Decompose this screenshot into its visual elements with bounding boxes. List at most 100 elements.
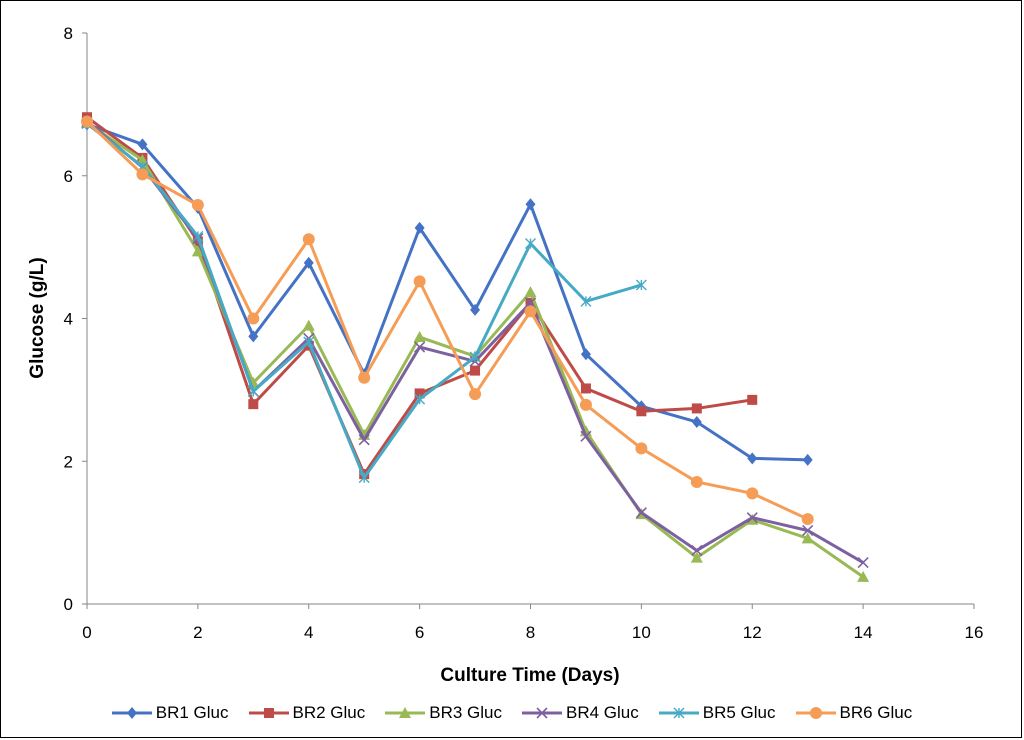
triangle-marker [801,532,814,544]
diamond-marker [580,348,591,361]
legend-label: BR1 Gluc [155,703,229,722]
series-6 [81,115,814,526]
legend-item: BR1 Gluc [111,703,229,723]
legend-label: BR5 Gluc [702,703,776,722]
star-marker [635,279,647,291]
legend-swatch [111,707,152,719]
x-tick-label: 0 [82,623,91,642]
legend-item: BR5 Gluc [658,703,776,723]
square-marker [248,399,259,410]
x-axis-label: Culture Time (Days) [440,665,619,686]
x-tick-label: 12 [743,623,762,642]
star-marker [673,707,685,719]
x-marker [857,557,869,569]
legend-item: BR4 Gluc [522,703,639,723]
legend-swatch [385,707,426,718]
x-tick-label: 4 [304,623,313,642]
star-marker [580,295,592,307]
series-2 [82,112,758,480]
x-marker [414,341,426,353]
series-line [86,116,753,476]
star-marker [247,385,259,397]
circle-marker [413,275,426,288]
y-tick-label: 6 [64,167,73,186]
series-1 [82,118,813,466]
circle-marker [746,487,759,500]
diamond-marker [802,453,813,466]
legend-item: BR3 Gluc [385,703,502,723]
diamond-marker [248,330,259,343]
triangle-marker [690,551,703,563]
x-marker [691,544,703,557]
chart-legend: BR1 Gluc BR2 Gluc BR3 Gluc BR4 Gluc BR5 Gluc… [0,698,1024,728]
y-tick-label: 0 [64,595,73,614]
star-marker [358,472,370,484]
x-marker [746,512,758,524]
y-tick-label: 2 [64,452,73,471]
circle-marker [579,398,592,411]
square-marker [470,365,481,376]
triangle-marker [524,286,537,298]
x-marker [358,434,370,446]
y-tick-label: 8 [64,24,73,43]
x-tick-label: 8 [526,623,535,642]
circle-marker [635,442,648,455]
circle-marker [358,371,371,384]
circle-marker [136,168,149,181]
x-marker [635,507,647,519]
x-tick-label: 6 [415,623,424,642]
square-marker [263,708,274,718]
legend-label: BR6 Gluc [839,703,913,722]
diamond-marker [303,256,314,269]
x-tick-label: 10 [632,623,651,642]
diamond-marker [470,303,481,316]
diamond-marker [691,415,702,428]
circle-marker [809,707,822,719]
diamond-marker [747,452,758,465]
x-marker [536,707,548,719]
legend-item: BR2 Gluc [248,703,366,723]
square-marker [414,388,425,399]
series-line [86,121,864,579]
triangle-marker [191,245,204,257]
y-tick-label: 4 [64,310,73,329]
circle-marker [302,233,315,246]
star-marker [525,238,536,250]
circle-marker [469,388,482,401]
x-marker [580,430,592,442]
legend-label: BR2 Gluc [292,703,366,722]
chart-axes: 0 2 4 6 8 0 2 4 6 8 10 12 14 16 [64,24,984,642]
diamond-marker [126,707,137,719]
square-marker [747,394,758,405]
triangle-marker [857,570,870,582]
y-axis-label: Glucose (g/L) [27,257,48,378]
x-marker [802,524,814,537]
square-marker [691,403,702,414]
legend-swatch [522,707,562,719]
triangle-marker [399,707,412,718]
x-tick-label: 2 [193,623,202,642]
x-tick-label: 16 [965,623,984,642]
x-marker [524,297,537,309]
chart-series [81,112,870,582]
x-tick-label: 14 [854,623,873,642]
legend-label: BR4 Gluc [566,703,639,722]
legend-item: BR6 Gluc [795,703,913,723]
circle-marker [81,115,93,128]
star-marker [414,393,426,405]
circle-marker [191,199,204,212]
legend-label: BR3 Gluc [429,703,502,722]
circle-marker [524,305,537,318]
series-line [86,120,864,564]
circle-marker [801,513,814,526]
star-marker [469,351,481,363]
circle-marker [247,312,260,325]
legend-swatch [795,707,836,719]
square-marker [636,406,647,417]
diamond-marker [137,138,148,151]
square-marker [580,383,591,394]
circle-marker [690,475,703,488]
star-marker [303,336,315,348]
diamond-marker [414,221,425,234]
